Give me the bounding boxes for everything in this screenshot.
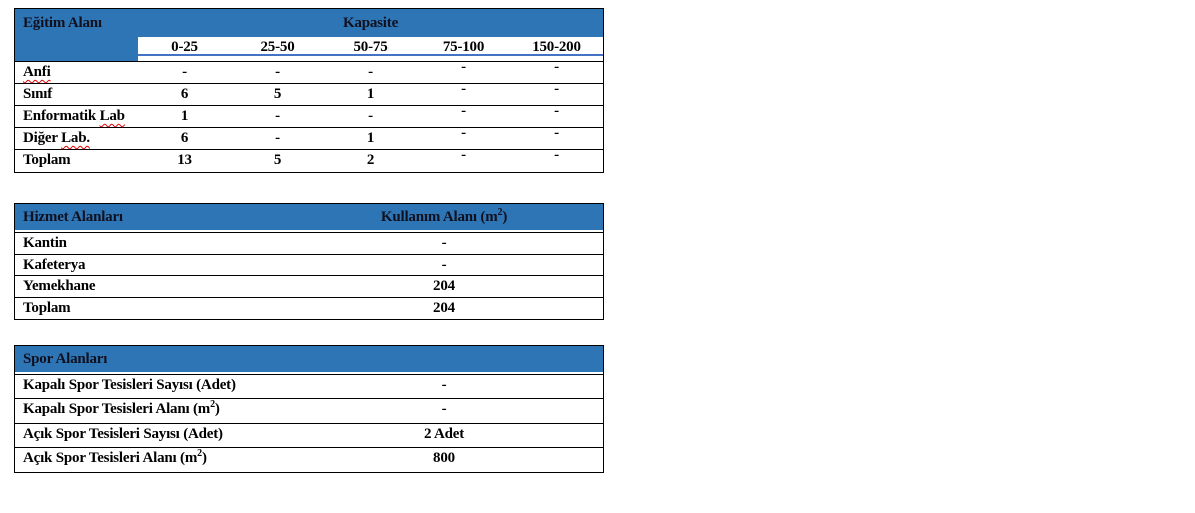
capacity-cell: 6 [180, 86, 189, 102]
usage-area-value: 204 [433, 299, 455, 316]
capacity-cell: 13 [177, 152, 192, 168]
service-table-header: Hizmet Alanları Kullanım Alanı (m2) [15, 204, 603, 230]
capacity-header: Kapasite [342, 14, 399, 31]
row-label: Kapalı Spor Tesisleri Alanı (m2) [23, 399, 220, 418]
misspelled-word: Lab [99, 108, 125, 124]
table-row-kapali-alani: Kapalı Spor Tesisleri Alanı (m2) - [15, 398, 603, 422]
capacity-range-0-25: 0-25 [171, 39, 198, 55]
education-area-table: Eğitim Alanı Kapasite 0-25 25-50 50-75 7… [14, 8, 604, 173]
sports-value: - [441, 377, 447, 393]
usage-area-header: Kullanım Alanı (m2) [380, 206, 508, 225]
row-label: Açık Spor Tesisleri Sayısı (Adet) [23, 425, 223, 442]
capacity-cell: 5 [273, 86, 282, 102]
capacity-cell: - [554, 59, 559, 75]
table-row-yemekhane: Yemekhane 204 [15, 275, 603, 297]
row-label: Açık Spor Tesisleri Alanı (m2) [23, 447, 207, 466]
row-label: Anfi [15, 62, 138, 83]
row-label: Kantin [23, 235, 67, 251]
sports-table-title: Spor Alanları [23, 350, 108, 367]
capacity-cell: - [275, 108, 280, 124]
sports-value: 2 Adet [423, 425, 465, 442]
misspelled-word: Lab. [61, 130, 90, 146]
capacity-cell: - [461, 81, 466, 97]
capacity-cell: 1 [180, 108, 189, 124]
row-label: Toplam [23, 152, 71, 168]
usage-area-value: - [441, 256, 447, 273]
education-table-body: Anfi - - - - - Sınıf 6 5 1 - - Enformati… [15, 59, 603, 171]
capacity-cell: - [554, 81, 559, 97]
misspelled-word: Anfi [23, 64, 51, 80]
capacity-cell: 1 [366, 86, 375, 102]
sports-value: - [441, 401, 447, 418]
sports-table-header: Spor Alanları [15, 346, 603, 372]
row-label: Sınıf [23, 86, 53, 102]
capacity-range-50-75: 50-75 [353, 39, 388, 55]
usage-area-value: 204 [433, 278, 455, 294]
capacity-range-subheader: 0-25 25-50 50-75 75-100 150-200 [138, 37, 603, 61]
table-row-enformatik-lab: Enformatik Lab 1 - - - - [15, 103, 603, 127]
sports-value: 800 [433, 449, 455, 466]
row-label: Enformatik Lab [23, 108, 125, 124]
capacity-cell: 1 [366, 130, 375, 146]
table-row-acik-sayisi: Açık Spor Tesisleri Sayısı (Adet) 2 Adet [15, 422, 603, 447]
capacity-cell: - [368, 64, 373, 80]
sports-areas-table: Spor Alanları Kapalı Spor Tesisleri Sayı… [14, 345, 604, 473]
capacity-cell: - [275, 130, 280, 146]
table-row-kantin: Kantin - [15, 232, 603, 254]
table-row-diger-lab: Diğer Lab. 6 - 1 - - [15, 125, 603, 149]
capacity-cell: - [461, 147, 466, 163]
table-row-toplam: Toplam 204 [15, 296, 603, 319]
education-table-header: Eğitim Alanı Kapasite 0-25 25-50 50-75 7… [15, 9, 603, 61]
capacity-cell: - [368, 108, 373, 124]
table-row-kapali-sayisi: Kapalı Spor Tesisleri Sayısı (Adet) - [15, 374, 603, 398]
capacity-cell: 6 [180, 130, 189, 146]
capacity-cell: - [461, 125, 466, 141]
capacity-cell: - [554, 125, 559, 141]
table-row-acik-alani: Açık Spor Tesisleri Alanı (m2) 800 [15, 446, 603, 471]
row-label: Toplam [23, 299, 71, 316]
capacity-cell: 5 [273, 152, 282, 168]
capacity-range-25-50: 25-50 [260, 39, 295, 55]
capacity-cell: - [554, 103, 559, 119]
table-row-kafeterya: Kafeterya - [15, 253, 603, 276]
table-row-sinif: Sınıf 6 5 1 - - [15, 81, 603, 105]
row-label: Diğer Lab. [23, 130, 90, 146]
superscript: 2 [197, 447, 202, 459]
service-table-title: Hizmet Alanları [23, 208, 123, 225]
capacity-cell: - [554, 147, 559, 163]
service-areas-table: Hizmet Alanları Kullanım Alanı (m2) Kant… [14, 203, 604, 320]
table-row-toplam: Toplam 13 5 2 - - [15, 147, 603, 171]
capacity-range-75-100: 75-100 [442, 39, 485, 55]
capacity-cell: 2 [366, 152, 375, 168]
usage-area-value: - [441, 235, 447, 251]
superscript: 2 [210, 399, 215, 411]
capacity-range-150-200: 150-200 [532, 39, 581, 55]
row-label: Kafeterya [23, 256, 86, 273]
capacity-cell: - [182, 64, 187, 80]
row-label: Yemekhane [23, 278, 96, 294]
education-table-title: Eğitim Alanı [23, 14, 102, 31]
capacity-cell: - [461, 103, 466, 119]
capacity-cell: - [275, 64, 280, 80]
superscript: 2 [497, 206, 503, 218]
row-label: Kapalı Spor Tesisleri Sayısı (Adet) [23, 377, 236, 393]
table-row-anfi: Anfi - - - - - [15, 59, 603, 83]
capacity-cell: - [461, 59, 466, 75]
